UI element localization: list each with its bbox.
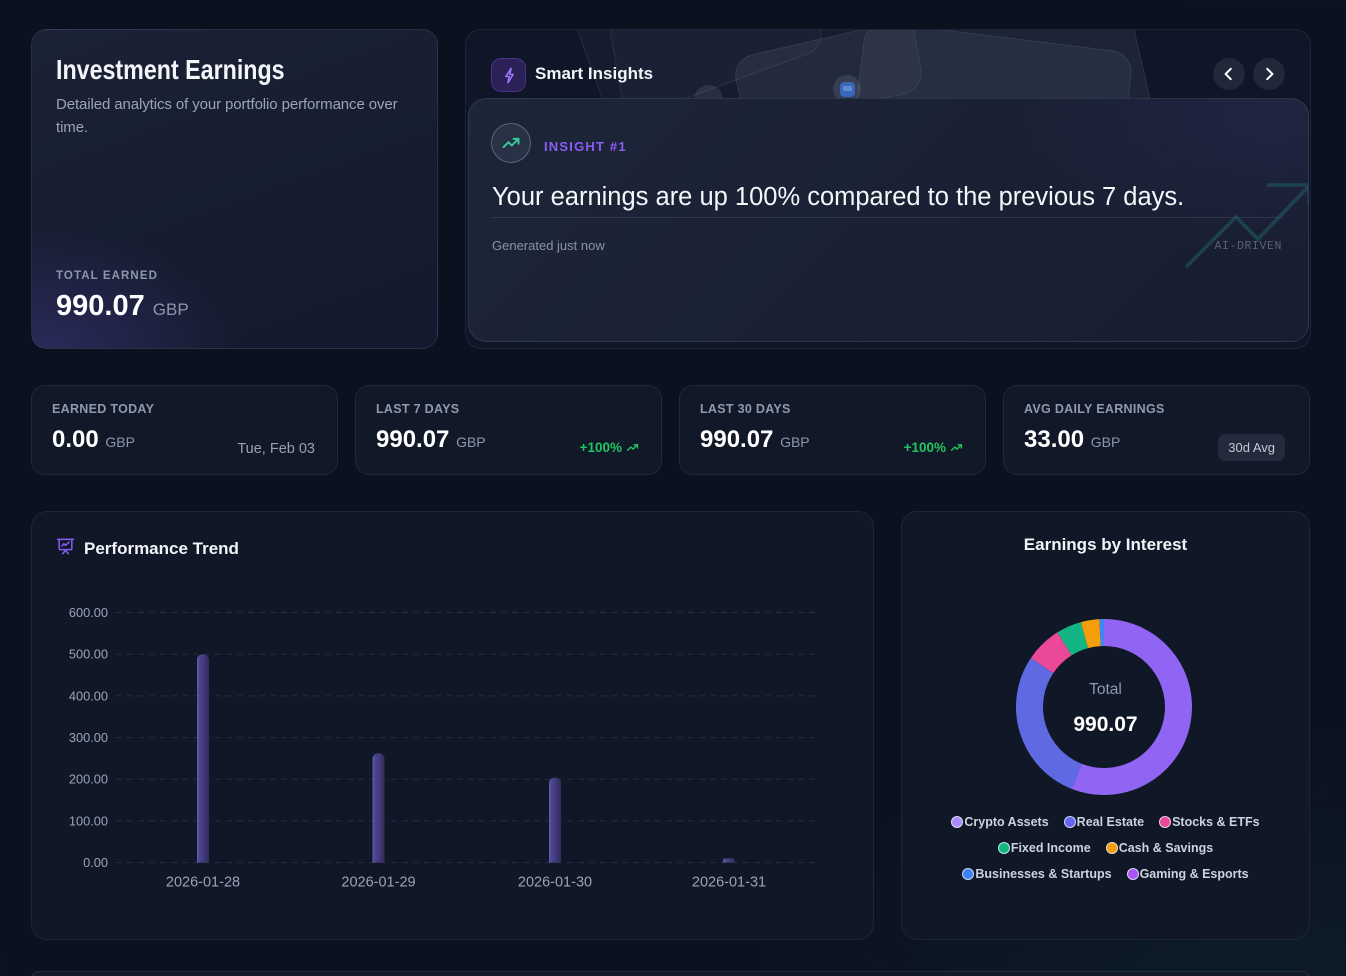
svg-text:2026-01-28: 2026-01-28 [166,875,240,891]
svg-text:100.00: 100.00 [69,813,108,828]
svg-text:400.00: 400.00 [69,688,108,703]
svg-text:2026-01-29: 2026-01-29 [341,875,415,891]
svg-text:500.00: 500.00 [69,647,108,662]
svg-text:600.00: 600.00 [69,605,108,620]
svg-text:0.00: 0.00 [83,855,108,870]
svg-text:200.00: 200.00 [69,772,108,787]
svg-text:2026-01-31: 2026-01-31 [692,875,766,891]
svg-text:2026-01-30: 2026-01-30 [518,875,592,891]
svg-text:300.00: 300.00 [69,730,108,745]
